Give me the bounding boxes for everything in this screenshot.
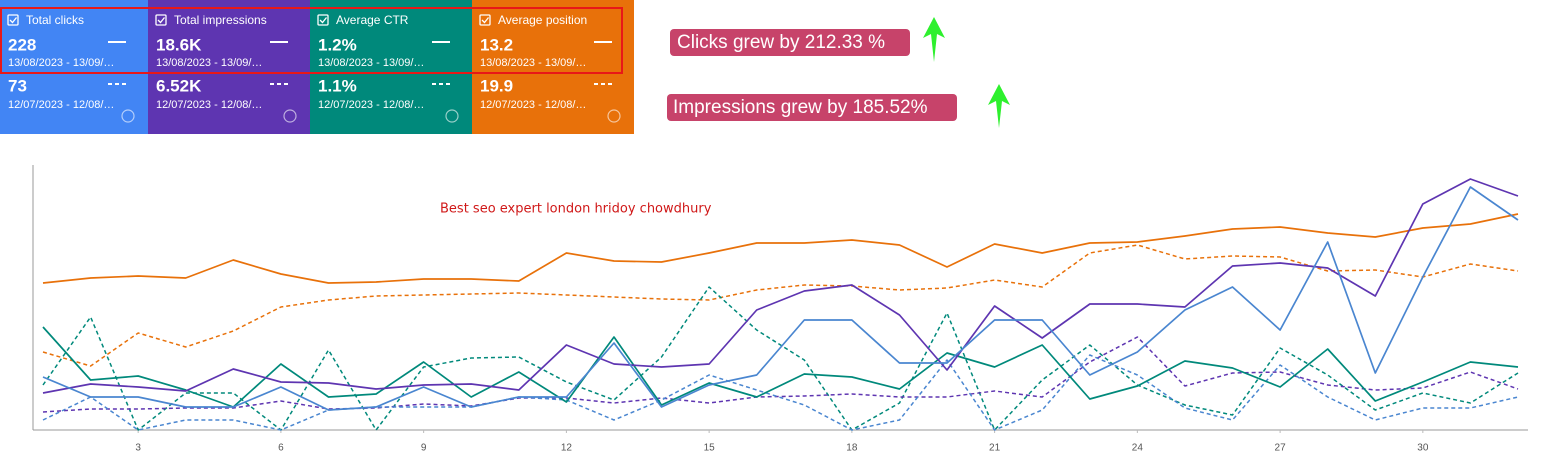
card-label: Average position: [498, 13, 587, 27]
check: [9, 17, 18, 24]
card-value: 13.2: [480, 35, 513, 54]
card-prev-range: 12/07/2023 - 12/08/…: [8, 99, 114, 111]
card-label: Total clicks: [26, 13, 84, 27]
x-tick-label: 18: [846, 443, 858, 454]
x-tick-label: 3: [135, 443, 141, 454]
previous-period-line: [42, 286, 1519, 431]
x-tick-label: 15: [704, 443, 716, 454]
checkbox: [155, 14, 167, 26]
card-label: Total impressions: [174, 13, 267, 27]
highlight-box: [0, 7, 623, 74]
card-value: 18.6K: [156, 35, 202, 54]
annotation-box: [667, 94, 957, 121]
help-icon: [607, 109, 621, 123]
card-prev-range: 12/07/2023 - 12/08/…: [318, 99, 424, 111]
checkbox: [479, 14, 491, 26]
x-tick-label: 21: [989, 443, 1001, 454]
help-icon: [121, 109, 135, 123]
x-tick-label: 27: [1275, 443, 1287, 454]
card-range: 13/08/2023 - 13/09/…: [8, 57, 114, 69]
metric-cards: Total clicks 228 13/08/2023 - 13/09/… 73 12/…: [0, 0, 634, 134]
x-tick-label: 24: [1132, 443, 1144, 454]
card: [472, 0, 634, 134]
x-tick-label: 30: [1417, 443, 1429, 454]
current-period-line: [42, 213, 1519, 284]
current-period-line: [42, 186, 1519, 411]
check: [157, 17, 166, 24]
card: [310, 0, 472, 134]
previous-period-line: [42, 336, 1519, 413]
card-range: 13/08/2023 - 13/09/…: [480, 57, 586, 69]
previous-period-line: [42, 354, 1519, 431]
current-period-line: [42, 326, 1519, 408]
card-prev-range: 12/07/2023 - 12/08/…: [480, 99, 586, 111]
chart-title: Best seo expert london hridoy chowdhury: [440, 202, 712, 217]
current-period-line: [42, 178, 1519, 394]
card-prev-value: 1.1%: [318, 76, 357, 95]
up-arrow: [923, 17, 945, 62]
card-label: Average CTR: [336, 13, 409, 27]
x-tick-label: 12: [561, 443, 573, 454]
x-tick-label: 6: [278, 443, 284, 454]
card: [148, 0, 310, 134]
checkbox: [7, 14, 19, 26]
card-value: 228: [8, 35, 36, 54]
card-prev-value: 6.52K: [156, 76, 202, 95]
card-range: 13/08/2023 - 13/09/…: [156, 57, 262, 69]
up-arrow: [988, 84, 1010, 128]
checkbox: [317, 14, 329, 26]
previous-period-line: [42, 244, 1519, 367]
card-range: 13/08/2023 - 13/09/…: [318, 57, 424, 69]
card-value: 1.2%: [318, 35, 357, 54]
help-icon: [283, 109, 297, 123]
help-icon: [445, 109, 459, 123]
annotation-box: [670, 29, 910, 56]
card-prev-range: 12/07/2023 - 12/08/…: [156, 99, 262, 111]
card-prev-value: 73: [8, 76, 27, 95]
check: [319, 17, 328, 24]
plot: 3 6 9 12 15 18 21 24 27 30: [42, 178, 1519, 454]
annotation: Impressions grew by 185.52%: [673, 97, 928, 118]
card-prev-value: 19.9: [480, 76, 513, 95]
x-tick-label: 9: [421, 443, 427, 454]
check: [481, 17, 490, 24]
annotation: Clicks grew by 212.33 %: [677, 32, 885, 53]
